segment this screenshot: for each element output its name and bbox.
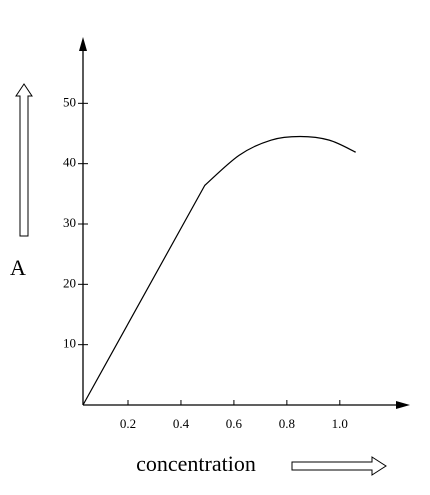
y-tick-label: 10 (63, 336, 76, 351)
y-tick-label: 30 (63, 215, 76, 230)
y-tick-label: 50 (63, 94, 76, 109)
x-tick-label: 1.0 (332, 416, 348, 431)
x-tick-label: 0.4 (173, 416, 190, 431)
y-axis-arrow (79, 37, 87, 51)
data-line (82, 135, 356, 406)
x-tick-label: 0.6 (226, 416, 243, 431)
x-hint-arrow (291, 456, 387, 476)
y-tick-label: 20 (63, 275, 76, 290)
x-axis-label: concentration (136, 451, 256, 476)
y-tick-label: 40 (63, 155, 76, 170)
y-axis-label: A (10, 255, 26, 280)
x-tick-label: 0.8 (279, 416, 295, 431)
y-hint-arrow (15, 83, 33, 237)
x-tick-label: 0.2 (120, 416, 136, 431)
x-axis-arrow (396, 401, 410, 409)
